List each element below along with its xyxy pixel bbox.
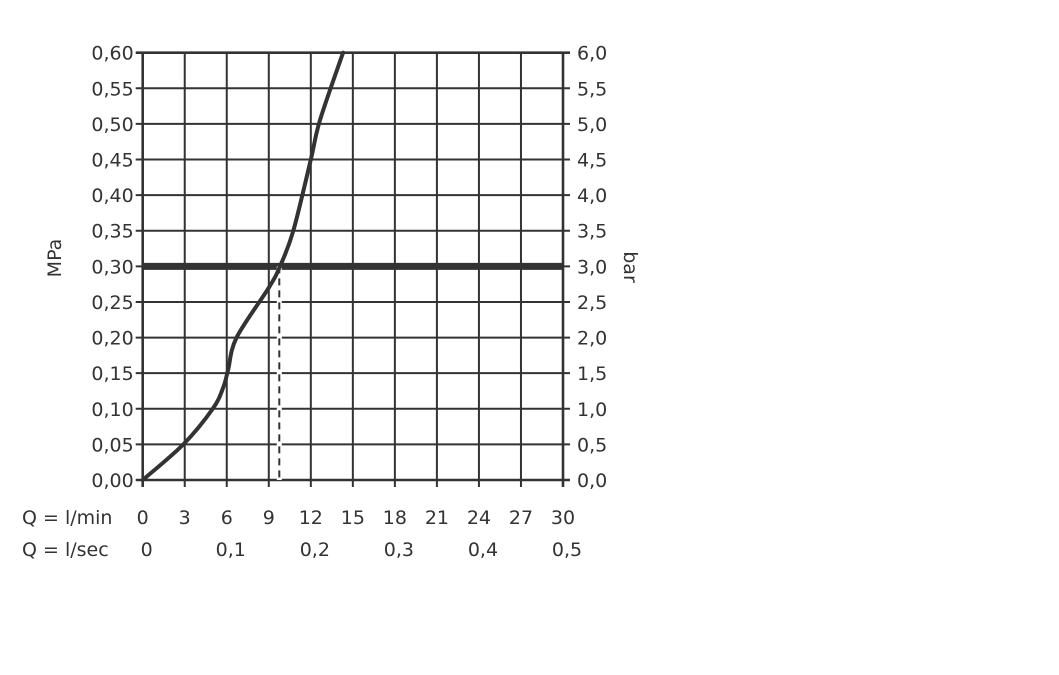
x2-tick-label: 0,5	[552, 539, 582, 561]
y-tick-label-left: 0,25	[91, 292, 133, 314]
y-tick-label-left: 0,05	[91, 434, 133, 456]
y-tick-label-right: 5,0	[577, 114, 607, 136]
x-tick-label: 9	[263, 507, 275, 529]
y-tick-label-left: 0,10	[91, 399, 133, 421]
y-tick-label-left: 0,40	[91, 185, 133, 207]
x2-tick-label: 0,2	[300, 539, 330, 561]
x-tick-label: 15	[341, 507, 365, 529]
x-tick-label: 6	[221, 507, 233, 529]
y-tick-label-right: 1,5	[577, 363, 607, 385]
y-tick-label-right: 0,0	[577, 470, 607, 492]
x-tick-label: 18	[383, 507, 407, 529]
y-tick-label-right: 1,0	[577, 399, 607, 421]
x2-tick-label: 0,3	[384, 539, 414, 561]
x-tick-label: 27	[509, 507, 533, 529]
y-tick-label-right: 4,0	[577, 185, 607, 207]
marks	[140, 50, 563, 482]
y-tick-label-right: 5,5	[577, 78, 607, 100]
y-tick-label-right: 3,5	[577, 221, 607, 243]
y-tick-label-right: 3,0	[577, 256, 607, 278]
x-tick-label: 24	[467, 507, 491, 529]
series-line	[140, 50, 346, 482]
x-tick-label: 0	[137, 507, 149, 529]
y-axis-label-left: MPa	[44, 239, 66, 278]
x2-tick-label: 0,4	[468, 539, 498, 561]
y-tick-label-right: 2,0	[577, 328, 607, 350]
y-tick-label-left: 0,35	[91, 221, 133, 243]
x-axis-label-lmin: Q = l/min	[22, 507, 112, 529]
y-tick-label-left: 0,45	[91, 150, 133, 172]
y-tick-label-right: 0,5	[577, 434, 607, 456]
y-tick-label-left: 0,00	[91, 470, 133, 492]
x-tick-label: 3	[179, 507, 191, 529]
y-tick-label-right: 6,0	[577, 43, 607, 65]
y-tick-label-left: 0,20	[91, 328, 133, 350]
y-tick-label-right: 4,5	[577, 150, 607, 172]
y-tick-label-left: 0,30	[91, 256, 133, 278]
x-tick-label: 21	[425, 507, 449, 529]
y-axis-label-right: bar	[619, 251, 641, 283]
y-tick-label-left: 0,50	[91, 114, 133, 136]
y-tick-label-left: 0,55	[91, 78, 133, 100]
y-tick-label-left: 0,60	[91, 43, 133, 65]
x-tick-label: 12	[299, 507, 323, 529]
x-tick-label: 30	[551, 507, 575, 529]
x2-tick-label: 0	[141, 539, 153, 561]
tick-labels: 0 3 6 9 12 15 18 21 24 27 300,00 0,00,05 0,50,10 1,00…	[91, 43, 607, 561]
x2-tick-label: 0,1	[216, 539, 246, 561]
y-tick-label-right: 2,5	[577, 292, 607, 314]
y-tick-label-left: 0,15	[91, 363, 133, 385]
x-axis-label-lsec: Q = l/sec	[22, 539, 109, 561]
